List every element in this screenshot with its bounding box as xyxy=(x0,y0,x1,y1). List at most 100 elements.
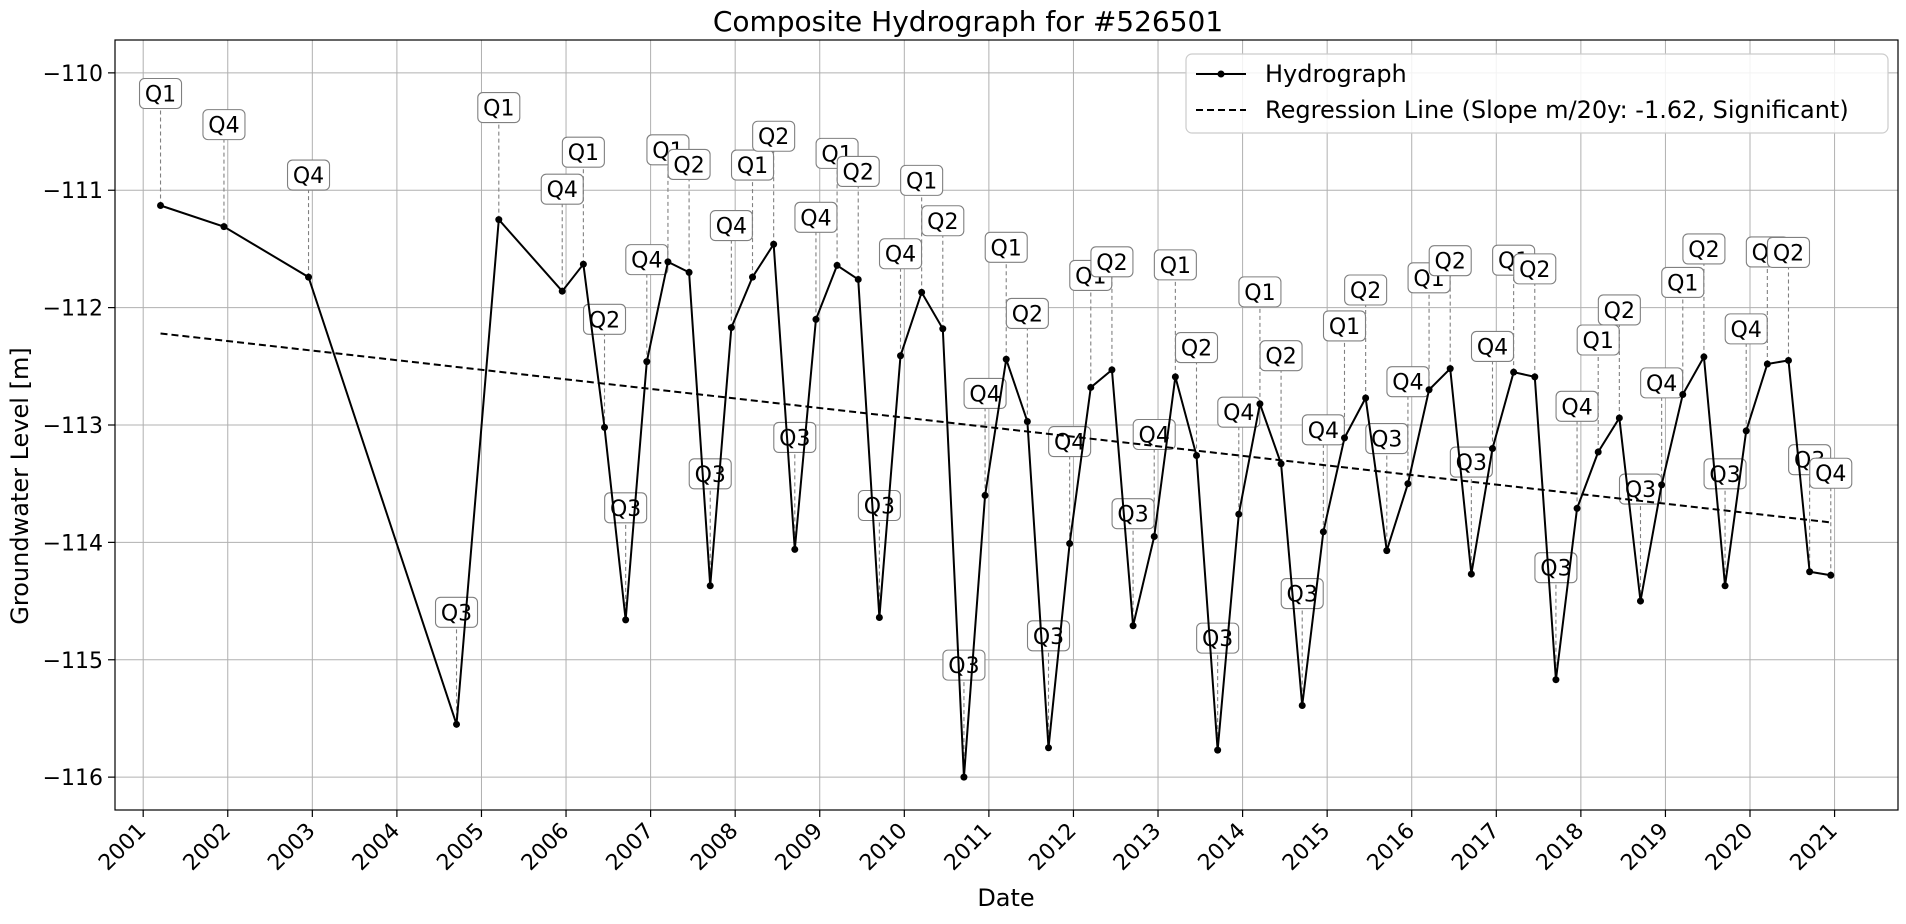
quarter-label-box xyxy=(963,377,1007,409)
hydrograph-point xyxy=(1425,386,1433,394)
hydrograph-point xyxy=(1573,504,1581,512)
x-tick-label: 2003 xyxy=(263,819,320,876)
legend-box xyxy=(1185,53,1889,134)
quarter-label-text: Q1 xyxy=(1667,271,1698,296)
quarter-label-text: Q1 xyxy=(1583,329,1614,354)
hydrograph-point xyxy=(1002,355,1010,363)
quarter-label: Q2 xyxy=(1766,236,1811,268)
hydrograph-point xyxy=(706,582,714,590)
quarter-label: Q2 xyxy=(1259,340,1303,372)
quarter-label-text: Q3 xyxy=(864,495,895,520)
hydrograph-point xyxy=(685,268,693,276)
hydrograph-point xyxy=(1108,366,1116,374)
hydrograph-point xyxy=(1827,571,1835,579)
quarter-label: Q1 xyxy=(1322,310,1367,342)
quarter-label-box xyxy=(477,92,521,124)
hydrograph-point xyxy=(1784,356,1792,364)
quarter-label: Q4 xyxy=(1386,366,1430,398)
hydrograph-point xyxy=(1383,547,1391,555)
quarter-label-box xyxy=(1153,249,1197,281)
quarter-label: Q2 xyxy=(1597,294,1641,326)
hydrograph-point xyxy=(1658,481,1666,489)
quarter-label-box xyxy=(794,201,838,233)
plot-series xyxy=(157,202,1835,781)
quarter-label-box xyxy=(1682,233,1726,265)
quarter-label: Q1 xyxy=(984,231,1028,263)
hydrograph-point xyxy=(1446,365,1454,373)
quarter-label: Q4 xyxy=(1724,313,1768,345)
quarter-label-text: Q1 xyxy=(568,141,599,166)
legend-hydrograph-label: Hydrograph xyxy=(1265,60,1407,88)
y-tick-label: −113 xyxy=(43,414,103,439)
x-tick-label: 2019 xyxy=(1616,819,1673,876)
quarter-label-text: Q2 xyxy=(1181,337,1212,362)
quarter-label: Q3 xyxy=(1534,552,1578,584)
quarter-label: Q2 xyxy=(1513,253,1557,285)
hydrograph-point xyxy=(1235,510,1243,518)
hydrograph-point xyxy=(960,773,968,781)
quarter-label-text: Q3 xyxy=(1371,428,1402,453)
hydrograph-point xyxy=(770,240,778,248)
quarter-label-box xyxy=(1428,245,1472,277)
hydrograph-point xyxy=(305,273,313,281)
quarter-label-text: Q4 xyxy=(547,178,578,203)
quarter-label-box xyxy=(1174,331,1219,364)
x-tick-label: 2015 xyxy=(1278,819,1335,876)
quarter-label-text: Q2 xyxy=(1096,251,1127,276)
x-axis-label: Date xyxy=(977,884,1034,912)
hydrograph-point xyxy=(1277,460,1285,468)
x-tick-label: 2017 xyxy=(1447,819,1504,876)
hydrograph-point xyxy=(1298,702,1306,710)
quarter-label: Q2 xyxy=(1174,331,1219,364)
quarter-label: Q2 xyxy=(582,303,627,335)
hydrograph-point xyxy=(1362,394,1370,402)
quarter-label-box xyxy=(286,159,331,191)
chart-legend: Hydrograph Regression Line (Slope m/20y:… xyxy=(1185,53,1889,134)
quarter-label-box xyxy=(1344,274,1388,306)
quarter-label: Q3 xyxy=(942,649,986,681)
quarter-label: Q4 xyxy=(286,159,331,191)
quarter-label-text: Q4 xyxy=(1646,372,1677,397)
quarter-label-box xyxy=(1090,246,1134,278)
quarter-label-text: Q1 xyxy=(737,154,768,179)
legend-hydrograph-marker xyxy=(1217,70,1225,78)
quarter-label-box xyxy=(138,77,183,110)
hydrograph-point xyxy=(1129,622,1137,630)
hydrograph-point xyxy=(1150,533,1158,541)
quarter-label: Q2 xyxy=(836,155,880,188)
x-tick-label: 2004 xyxy=(348,819,405,876)
quarter-label-text: Q1 xyxy=(991,236,1022,261)
quarter-label-box xyxy=(1005,297,1049,330)
quarter-label: Q1 xyxy=(138,77,183,110)
hydrograph-point xyxy=(579,260,587,268)
x-tick-label: 2006 xyxy=(517,819,574,876)
quarter-label: Q3 xyxy=(857,489,901,522)
quarter-label: Q2 xyxy=(921,205,965,237)
quarter-label: Q4 xyxy=(202,109,246,141)
quarter-label-text: Q1 xyxy=(1329,315,1360,340)
quarter-label-text: Q4 xyxy=(800,206,831,231)
hydrograph-point xyxy=(453,720,461,728)
quarter-label-text: Q4 xyxy=(885,243,916,268)
grid-lines xyxy=(115,40,1898,810)
hydrograph-point xyxy=(1045,744,1053,752)
hydrograph-point xyxy=(939,325,947,333)
quarter-label: Q4 xyxy=(878,238,923,270)
quarter-label-text: Q4 xyxy=(1815,462,1846,487)
quarter-label: Q4 xyxy=(625,244,669,276)
y-axis-label: Groundwater Level [m] xyxy=(6,347,34,624)
x-tick-label: 2001 xyxy=(94,819,151,876)
quarter-label: Q4 xyxy=(1132,418,1176,451)
hydrograph-point xyxy=(981,491,989,499)
hydrograph-point xyxy=(1340,434,1348,442)
x-tick-label: 2009 xyxy=(771,819,828,876)
quarter-label-text: Q4 xyxy=(293,164,324,189)
quarter-label: Q2 xyxy=(667,148,711,180)
hydrograph-point xyxy=(749,273,757,281)
quarter-label: Q1 xyxy=(477,92,521,124)
hydrograph-point xyxy=(1319,528,1327,536)
quarter-label-text: Q4 xyxy=(969,382,1000,407)
quarter-label: Q3 xyxy=(773,421,817,453)
quarter-label: Q1 xyxy=(730,149,775,181)
